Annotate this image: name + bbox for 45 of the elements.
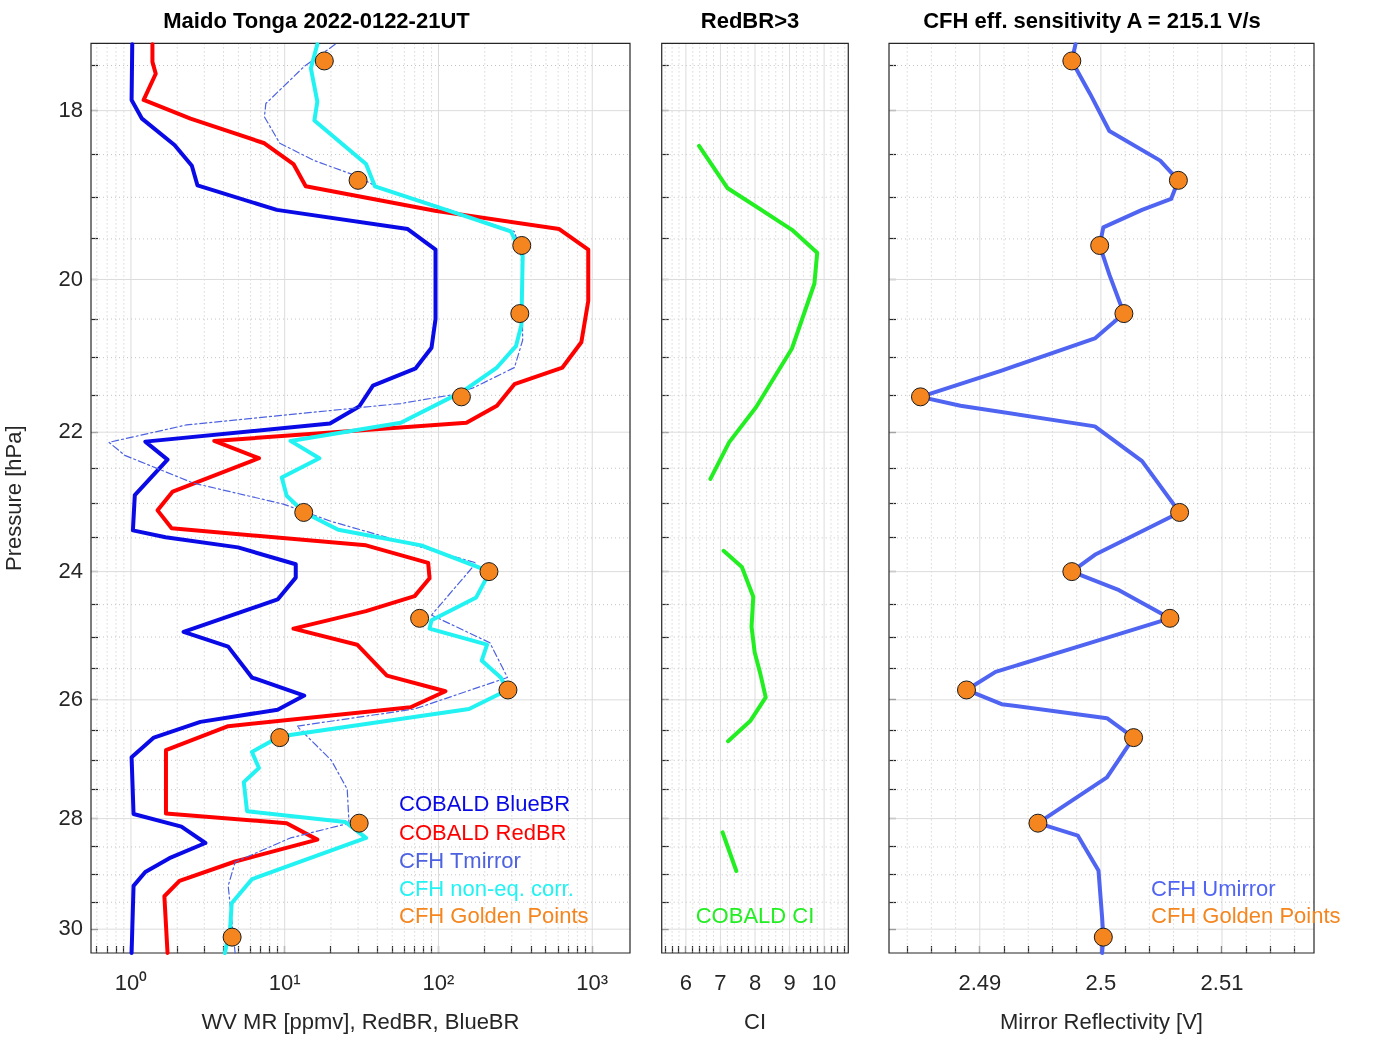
chart-title: Maido Tonga 2022-0122-21UT xyxy=(163,8,471,34)
point xyxy=(1093,927,1113,947)
text: COBALD RedBR xyxy=(399,818,568,847)
point xyxy=(1062,51,1082,71)
point xyxy=(1062,562,1082,582)
x-tick-label: 2.5 xyxy=(1085,970,1117,996)
chart-title: RedBR>3 xyxy=(700,8,800,34)
point xyxy=(1124,728,1144,748)
x-axis-title: Mirror Reflectivity [V] xyxy=(1000,1008,1203,1034)
y-tick-label: 18 xyxy=(58,96,83,122)
x-tick-label: 10¹ xyxy=(268,970,301,996)
x-tick-label: 10³ xyxy=(576,970,609,996)
y-tick-label: 20 xyxy=(58,265,83,291)
text: CFH Tmirror xyxy=(399,846,522,875)
x-tick-label: 10 xyxy=(811,970,837,996)
x-tick-label: 6 xyxy=(679,970,693,996)
y-axis-title: Pressure [hPa] xyxy=(1,425,27,571)
y-tick-label: 30 xyxy=(58,915,83,941)
x-tick-label: 2.51 xyxy=(1200,970,1244,996)
y-tick-label: 24 xyxy=(58,557,83,583)
x-tick-label: 10² xyxy=(422,970,455,996)
point xyxy=(1160,608,1180,628)
text: COBALD CI xyxy=(694,901,816,930)
y-tick-label: 22 xyxy=(58,418,83,444)
x-axis-title: WV MR [ppmv], RedBR, BlueBR xyxy=(201,1008,520,1034)
point xyxy=(1170,502,1190,522)
y-tick-label: 26 xyxy=(58,685,83,711)
point xyxy=(1028,813,1048,833)
point xyxy=(956,680,976,700)
text: COBALD BlueBR xyxy=(399,790,572,819)
x-tick-label: 7 xyxy=(714,970,727,996)
x-axis-title: CI xyxy=(744,1008,766,1034)
text: CFH non-eq. corr. xyxy=(399,874,575,903)
point xyxy=(910,387,930,407)
text: CFH Golden Points xyxy=(399,901,590,930)
point xyxy=(1114,304,1134,324)
text: CFH Umirror xyxy=(1151,874,1277,903)
chart-title: CFH eff. sensitivity A = 215.1 V/s xyxy=(923,8,1261,34)
point xyxy=(1168,170,1188,190)
x-tick-label: 10⁰ xyxy=(114,970,148,996)
x-tick-label: 2.49 xyxy=(958,970,1002,996)
x-tick-label: 9 xyxy=(783,970,796,996)
x-tick-label: 8 xyxy=(748,970,762,996)
point xyxy=(1090,235,1110,255)
y-tick-label: 28 xyxy=(58,804,83,830)
